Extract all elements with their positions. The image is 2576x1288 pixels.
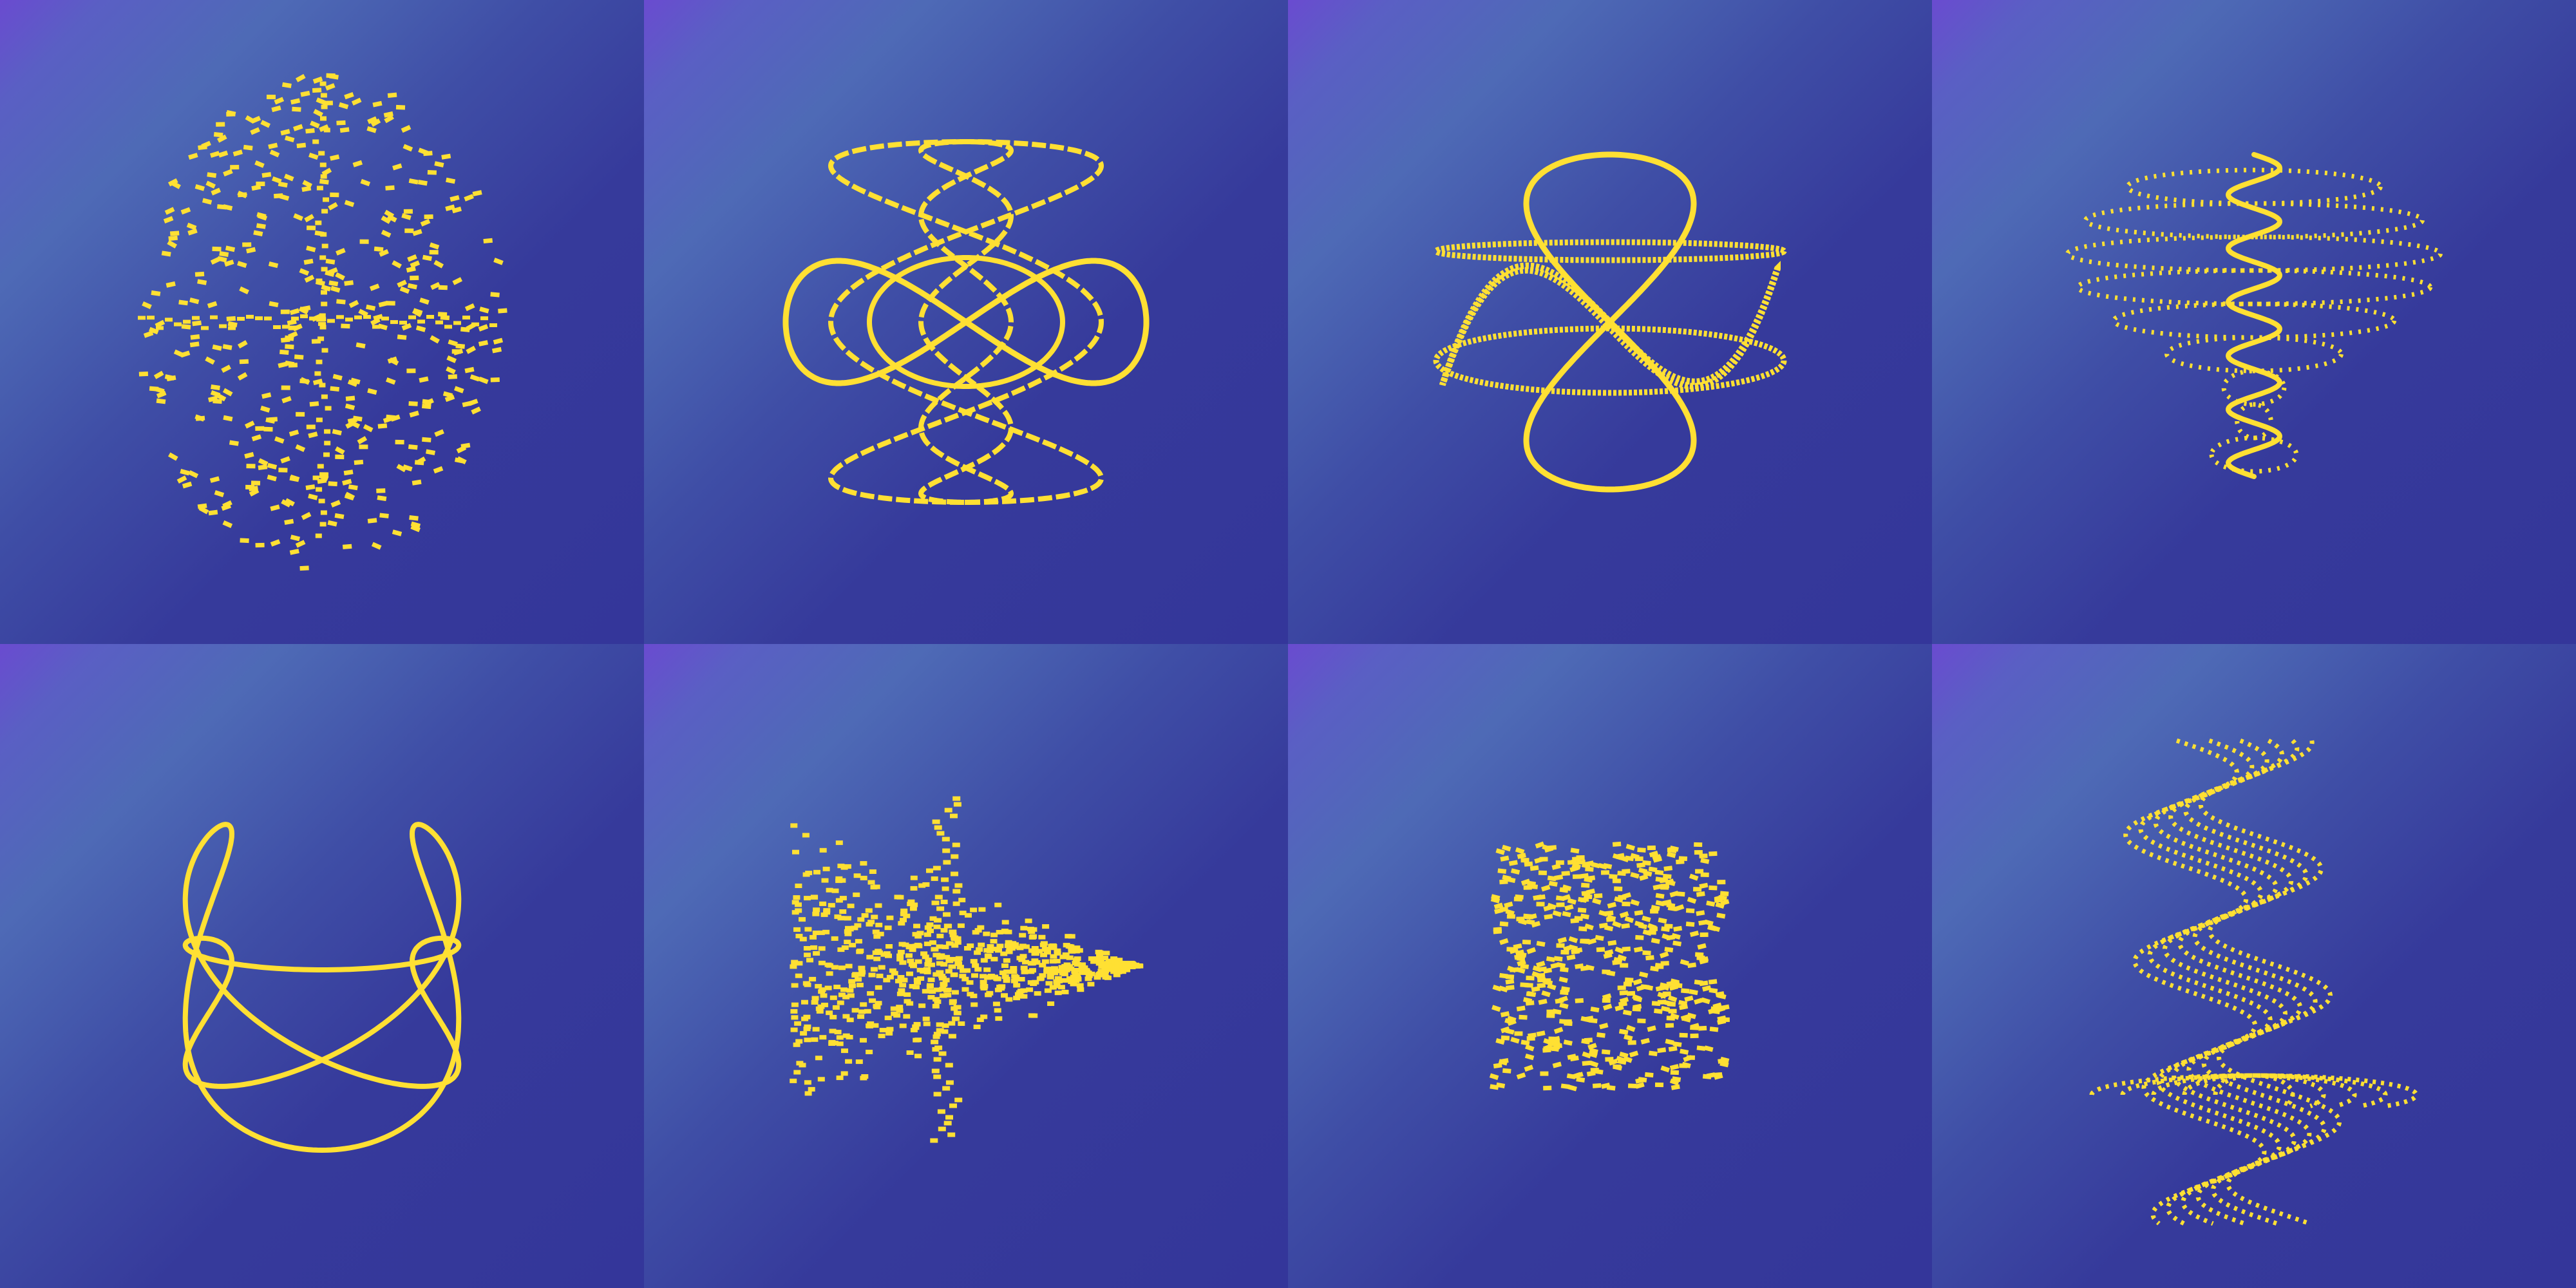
wavy-dotted-stack-pattern bbox=[1932, 0, 2576, 644]
noisy-square-pattern bbox=[1288, 644, 1932, 1288]
tile-scattered-ellipsoid bbox=[0, 0, 644, 644]
twisted-ribbon-pattern bbox=[1288, 0, 1932, 644]
wavy-columns-pattern bbox=[1932, 644, 2576, 1288]
dotted-arrow-pattern bbox=[644, 644, 1288, 1288]
tile-noisy-square bbox=[1288, 644, 1932, 1288]
tile-twisted-ribbon bbox=[1288, 0, 1932, 644]
knotted-loop-pattern bbox=[0, 644, 644, 1288]
tile-dotted-arrow bbox=[644, 644, 1288, 1288]
tile-wavy-dotted-stack bbox=[1932, 0, 2576, 644]
scattered-ellipsoid-pattern bbox=[0, 0, 644, 644]
tile-lissajous-eye bbox=[644, 0, 1288, 644]
tile-wavy-columns bbox=[1932, 644, 2576, 1288]
tile-knotted-loop bbox=[0, 644, 644, 1288]
lissajous-eye-pattern bbox=[644, 0, 1288, 644]
